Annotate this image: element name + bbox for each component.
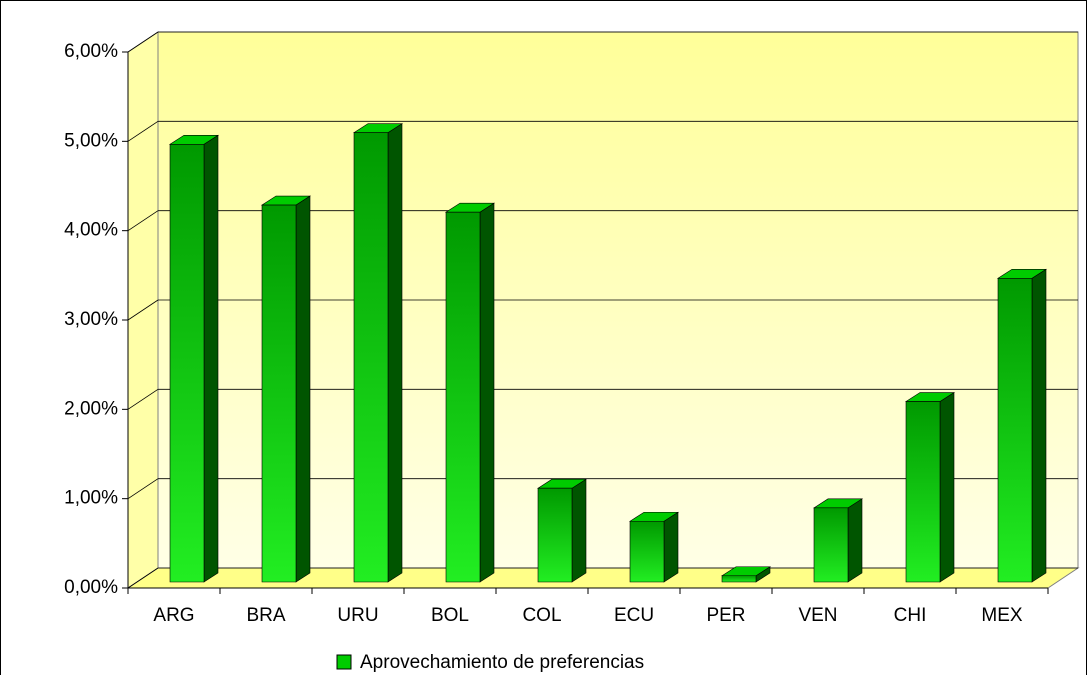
y-tick-label: 1,00% (64, 488, 118, 509)
legend-label: Aprovechamiento de preferencias (360, 652, 644, 673)
bar-front (445, 211, 481, 583)
bar (168, 134, 220, 583)
bar-side (847, 498, 863, 583)
bar (904, 391, 956, 583)
bar (352, 123, 404, 583)
x-tick-label: VEN (798, 605, 837, 626)
bar-front (997, 277, 1033, 583)
x-tick-label: CHI (894, 605, 927, 626)
side-grid-line (127, 121, 159, 142)
bar (720, 566, 772, 583)
side-grid-line (127, 299, 159, 321)
x-tick-label: ECU (614, 605, 654, 626)
side-grid-line (127, 31, 159, 53)
bar-side (387, 123, 403, 583)
bar (444, 202, 496, 583)
legend-swatch (336, 654, 352, 670)
bar-front (261, 204, 297, 583)
bar-side (203, 134, 219, 583)
bar-side (1031, 268, 1047, 583)
bar-front (813, 507, 849, 583)
bar (996, 268, 1048, 583)
x-tick-label: MEX (981, 605, 1023, 626)
y-tick-label: 4,00% (64, 220, 118, 241)
bar-side (663, 511, 679, 583)
y-tick-label: 5,00% (64, 130, 118, 151)
bar-front (905, 401, 941, 583)
side-grid-line (127, 567, 159, 589)
bar (536, 478, 588, 583)
bar (812, 498, 864, 583)
bar-front (353, 132, 389, 583)
x-tick-label: COL (522, 605, 561, 626)
y-tick-label: 2,00% (64, 398, 118, 419)
y-tick-label: 0,00% (64, 577, 118, 598)
bar-side (479, 202, 495, 583)
x-tick-label: BRA (246, 605, 285, 626)
x-tick-label: PER (706, 605, 745, 626)
side-grid-line (127, 210, 159, 231)
y-tick-label: 3,00% (64, 309, 118, 330)
side-grid-line (127, 478, 159, 499)
x-tick-label: BOL (431, 605, 469, 626)
bar-front (537, 487, 573, 583)
bar-front (629, 520, 665, 583)
bar-side (939, 391, 955, 583)
bar-front (721, 575, 757, 583)
bar (628, 511, 680, 583)
x-tick-label: ARG (153, 605, 194, 626)
bar-side (571, 478, 587, 583)
bar (260, 195, 312, 583)
side-grid-line (127, 389, 159, 410)
bar-side (295, 195, 311, 583)
x-tick-label: URU (337, 605, 378, 626)
y-tick-label: 6,00% (64, 41, 118, 62)
bar-front (169, 143, 205, 583)
